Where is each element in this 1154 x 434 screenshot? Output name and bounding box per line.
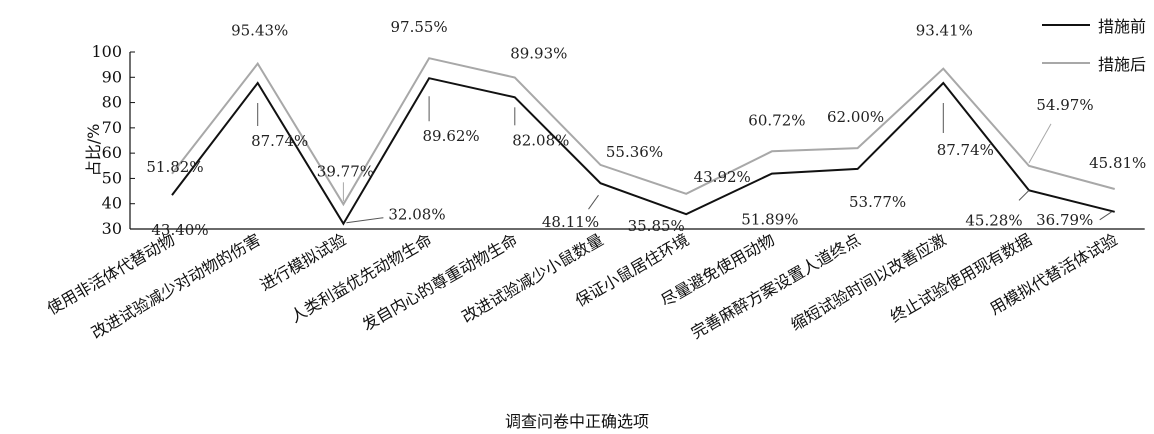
x-tick-label: 发自内心的尊重动物生命 bbox=[359, 230, 521, 334]
data-label-before: 87.74% bbox=[937, 141, 994, 159]
data-label-before: 53.77% bbox=[849, 193, 906, 211]
leader-line-before bbox=[1018, 190, 1030, 201]
series-line-before bbox=[171, 77, 1115, 226]
data-label-after: 43.92% bbox=[694, 168, 751, 186]
y-tick-label: 100 bbox=[91, 42, 122, 61]
legend: 措施前 措施后 bbox=[1042, 6, 1152, 82]
y-tick-label: 30 bbox=[102, 219, 122, 238]
data-label-before: 48.11% bbox=[542, 213, 599, 231]
leader-line-after bbox=[1028, 123, 1052, 164]
data-label-after: 62.00% bbox=[827, 108, 884, 126]
series-line-after bbox=[171, 57, 1115, 207]
leader-line-before bbox=[588, 194, 599, 210]
y-tick-label: 70 bbox=[102, 118, 122, 137]
data-label-before: 35.85% bbox=[628, 217, 685, 235]
data-label-after: 95.43% bbox=[231, 22, 288, 40]
x-tick-label: 改进试验减少小鼠数量 bbox=[458, 230, 606, 326]
data-label-after: 89.93% bbox=[510, 44, 567, 62]
data-label-before: 82.08% bbox=[512, 131, 569, 149]
y-tick-label: 90 bbox=[102, 67, 122, 86]
y-tick-label: 80 bbox=[102, 93, 122, 112]
leader-line-before bbox=[346, 217, 384, 224]
y-tick-label: 60 bbox=[102, 143, 122, 162]
x-tick-label: 人类利益优先动物生命 bbox=[287, 230, 435, 326]
y-tick-label: 40 bbox=[102, 194, 122, 213]
legend-item-after: 措施后 bbox=[1042, 44, 1152, 82]
x-axis-title: 调查问卷中正确选项 bbox=[504, 412, 649, 431]
data-label-after: 55.36% bbox=[606, 143, 663, 161]
x-tick-label: 终止试验使用现有数据 bbox=[887, 230, 1035, 326]
data-label-after: 54.97% bbox=[1036, 96, 1093, 114]
data-label-before: 32.08% bbox=[388, 206, 445, 224]
legend-swatch-before bbox=[1042, 24, 1090, 26]
legend-item-before: 措施前 bbox=[1042, 6, 1152, 44]
data-label-before: 43.40% bbox=[151, 221, 208, 239]
data-label-after: 45.81% bbox=[1089, 154, 1146, 172]
leader-line-before bbox=[1099, 211, 1112, 221]
data-label-before: 45.28% bbox=[965, 211, 1022, 229]
x-tick-label: 缩短试验时间以改善应激 bbox=[787, 230, 949, 334]
data-label-after: 39.77% bbox=[317, 162, 374, 180]
data-label-after: 51.82% bbox=[146, 158, 203, 176]
data-label-before: 87.74% bbox=[251, 132, 308, 150]
y-axis-title: 占比/% bbox=[84, 123, 103, 177]
data-label-after: 93.41% bbox=[916, 22, 973, 40]
data-label-after: 97.55% bbox=[390, 18, 447, 36]
legend-swatch-after bbox=[1042, 62, 1090, 64]
legend-label-after: 措施后 bbox=[1098, 55, 1147, 74]
legend-label-before: 措施前 bbox=[1098, 17, 1147, 36]
y-tick-label: 50 bbox=[102, 168, 122, 187]
data-label-before: 36.79% bbox=[1036, 211, 1093, 229]
data-label-before: 51.89% bbox=[741, 211, 798, 229]
data-label-before: 89.62% bbox=[422, 127, 479, 145]
data-label-after: 60.72% bbox=[748, 111, 805, 129]
